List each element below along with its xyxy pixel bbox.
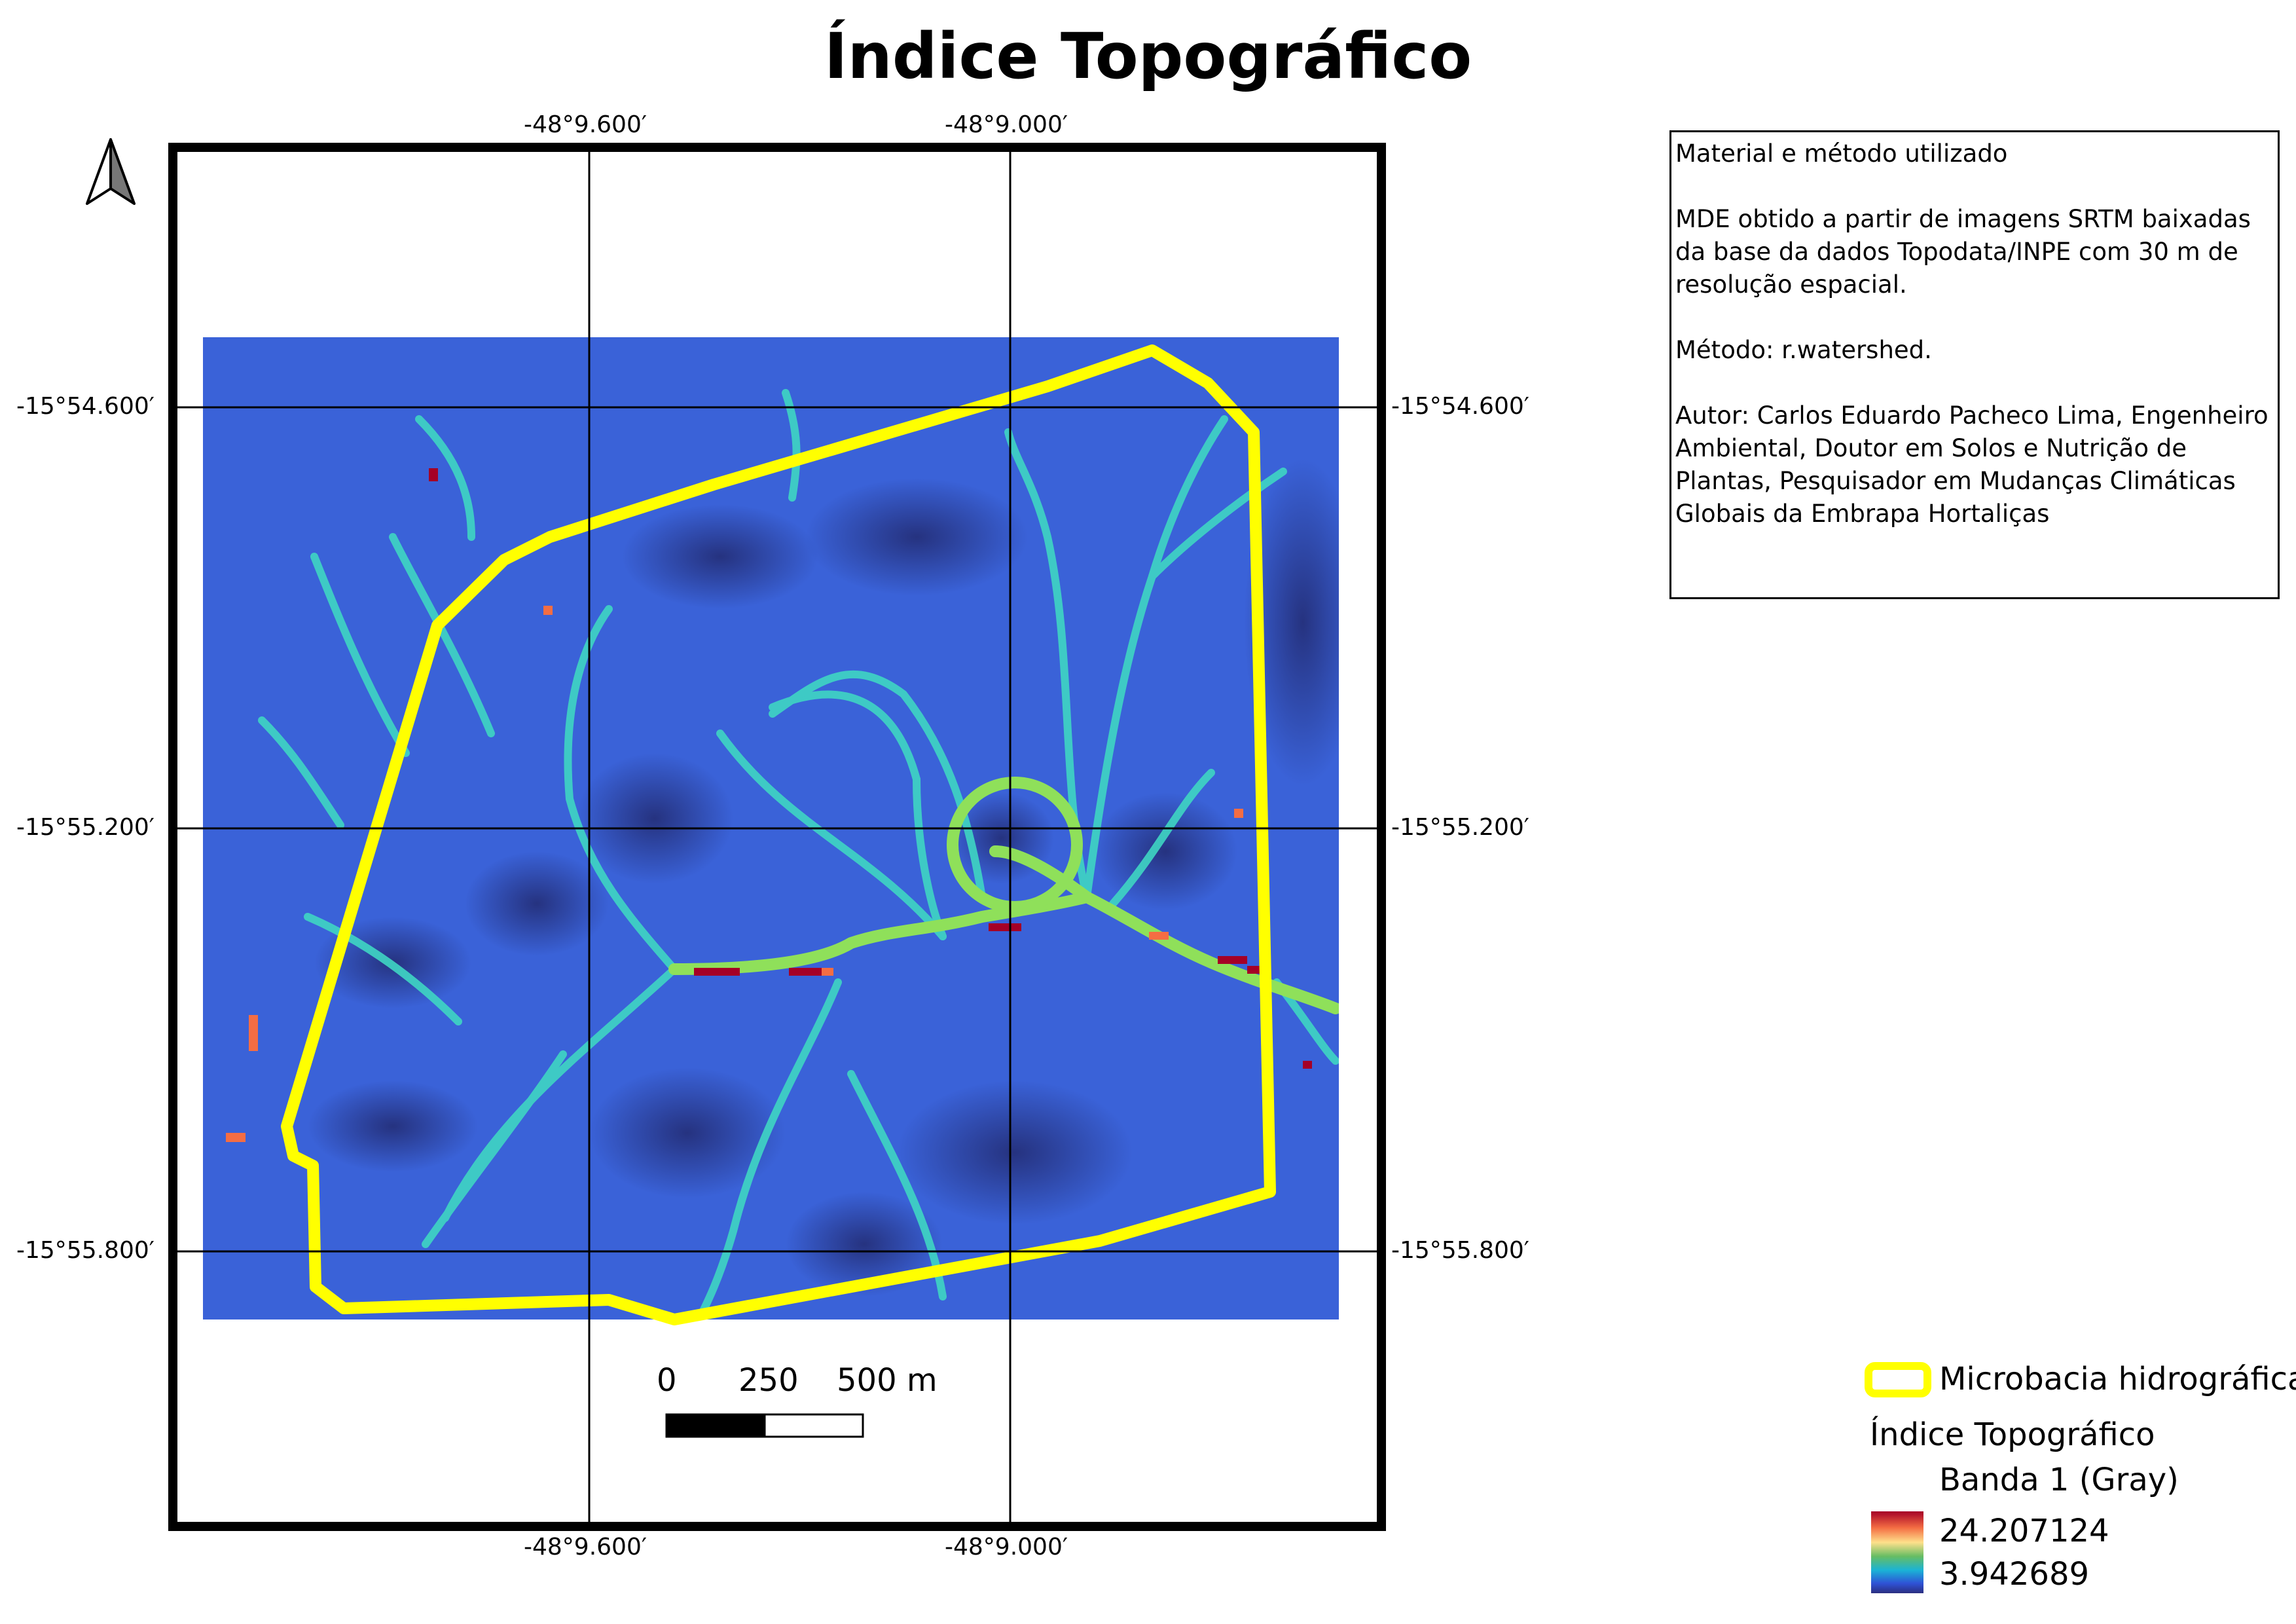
coord-right-2: -15°55.200′ [1391,814,1529,841]
info-method: Método: r.watershed. [1675,336,1932,364]
legend-watershed-label: Microbacia hidrográfica [1939,1361,2296,1397]
mid-index-cells [226,606,1243,1142]
coord-bottom-1: -48°9.600′ [524,1534,647,1560]
info-box: Material e método utilizado MDE obtido a… [1669,130,2280,599]
legend-color-ramp [1871,1511,1923,1593]
coord-top-2: -48°9.000′ [945,111,1068,138]
scale-label-250: 250 [738,1362,799,1399]
coord-left-3: -15°55.800′ [16,1237,155,1264]
watershed-boundary [281,344,1276,1325]
coord-left-2: -15°55.200′ [16,814,155,841]
legend-layer-title: Índice Topográfico [1870,1416,2155,1453]
info-source: MDE obtido a partir de imagens SRTM baix… [1675,205,2251,299]
legend-band-label: Banda 1 (Gray) [1939,1462,2179,1498]
graticule [168,143,1386,1531]
coord-bottom-2: -48°9.000′ [945,1534,1068,1560]
map-title: Índice Topográfico [824,20,1472,93]
map-frame [168,143,1386,1531]
legend-watershed-symbol [1865,1362,1931,1397]
info-heading: Material e método utilizado [1675,139,2008,168]
info-author: Autor: Carlos Eduardo Pacheco Lima, Enge… [1675,401,2269,528]
legend-max-value: 24.207124 [1939,1513,2109,1549]
scale-label-0: 0 [657,1362,677,1399]
high-index-cells [429,468,1312,1069]
coord-top-1: -48°9.600′ [524,111,647,138]
legend-min-value: 3.942689 [1939,1556,2090,1593]
coord-right-3: -15°55.800′ [1391,1237,1529,1264]
coord-left-1: -15°54.600′ [16,393,155,420]
scale-label-500: 500 m [837,1362,938,1399]
north-arrow-icon [86,138,136,205]
coord-right-1: -15°54.600′ [1391,393,1529,420]
scale-bar [665,1413,864,1438]
